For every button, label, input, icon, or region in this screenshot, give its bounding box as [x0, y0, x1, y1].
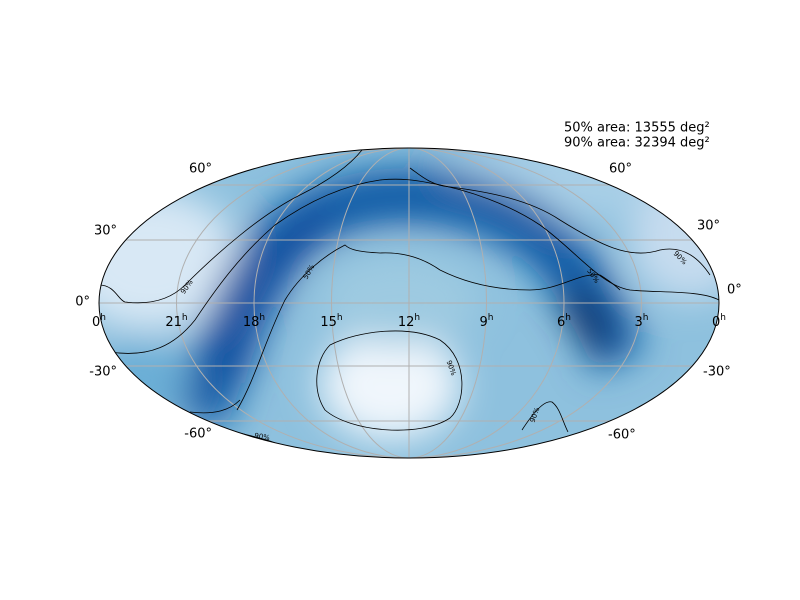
- lat-label: -30°: [703, 365, 731, 380]
- lat-label: 30°: [94, 224, 117, 239]
- annotation: 50% area: 13555 deg²: [564, 121, 710, 136]
- ra-hours: 9: [480, 315, 488, 330]
- ra-label: 12h: [398, 313, 420, 330]
- ra-unit: h: [414, 313, 420, 323]
- ra-unit: h: [720, 313, 726, 323]
- ra-unit: h: [565, 313, 571, 323]
- ra-unit: h: [182, 313, 188, 323]
- lat-label: 60°: [609, 162, 632, 177]
- lat-label: -60°: [608, 428, 636, 443]
- lat-label: 0°: [727, 283, 742, 298]
- lat-label: 60°: [189, 162, 212, 177]
- ra-unit: h: [643, 313, 649, 323]
- ra-hours: 6: [557, 315, 565, 330]
- lat-label: -60°: [184, 427, 212, 442]
- ra-hours: 18: [243, 315, 260, 330]
- map-border: [98, 147, 720, 459]
- probability-map: [99, 148, 719, 458]
- annotation: 90% area: 32394 deg²: [564, 136, 710, 151]
- ra-unit: h: [100, 313, 106, 323]
- ra-unit: h: [259, 313, 265, 323]
- ra-hours: 0: [712, 315, 720, 330]
- ra-unit: h: [488, 313, 494, 323]
- ra-hours: 3: [635, 315, 643, 330]
- ra-label: 3h: [635, 313, 649, 330]
- ra-label: 9h: [480, 313, 494, 330]
- ra-hours: 12: [398, 315, 415, 330]
- ra-label: 18h: [243, 313, 265, 330]
- ra-hours: 15: [320, 315, 337, 330]
- lat-label: -30°: [89, 365, 117, 380]
- lat-label: 30°: [697, 219, 720, 234]
- ra-label: 0h: [712, 313, 726, 330]
- ra-label: 15h: [320, 313, 342, 330]
- ra-label: 0h: [92, 313, 106, 330]
- contours: [99, 149, 719, 446]
- contour-label: 90%: [254, 432, 271, 443]
- ra-hours: 21: [165, 315, 182, 330]
- ra-label: 21h: [165, 313, 187, 330]
- lat-label: 0°: [75, 295, 90, 310]
- ra-label: 6h: [557, 313, 571, 330]
- ra-unit: h: [337, 313, 343, 323]
- ra-hours: 0: [92, 315, 100, 330]
